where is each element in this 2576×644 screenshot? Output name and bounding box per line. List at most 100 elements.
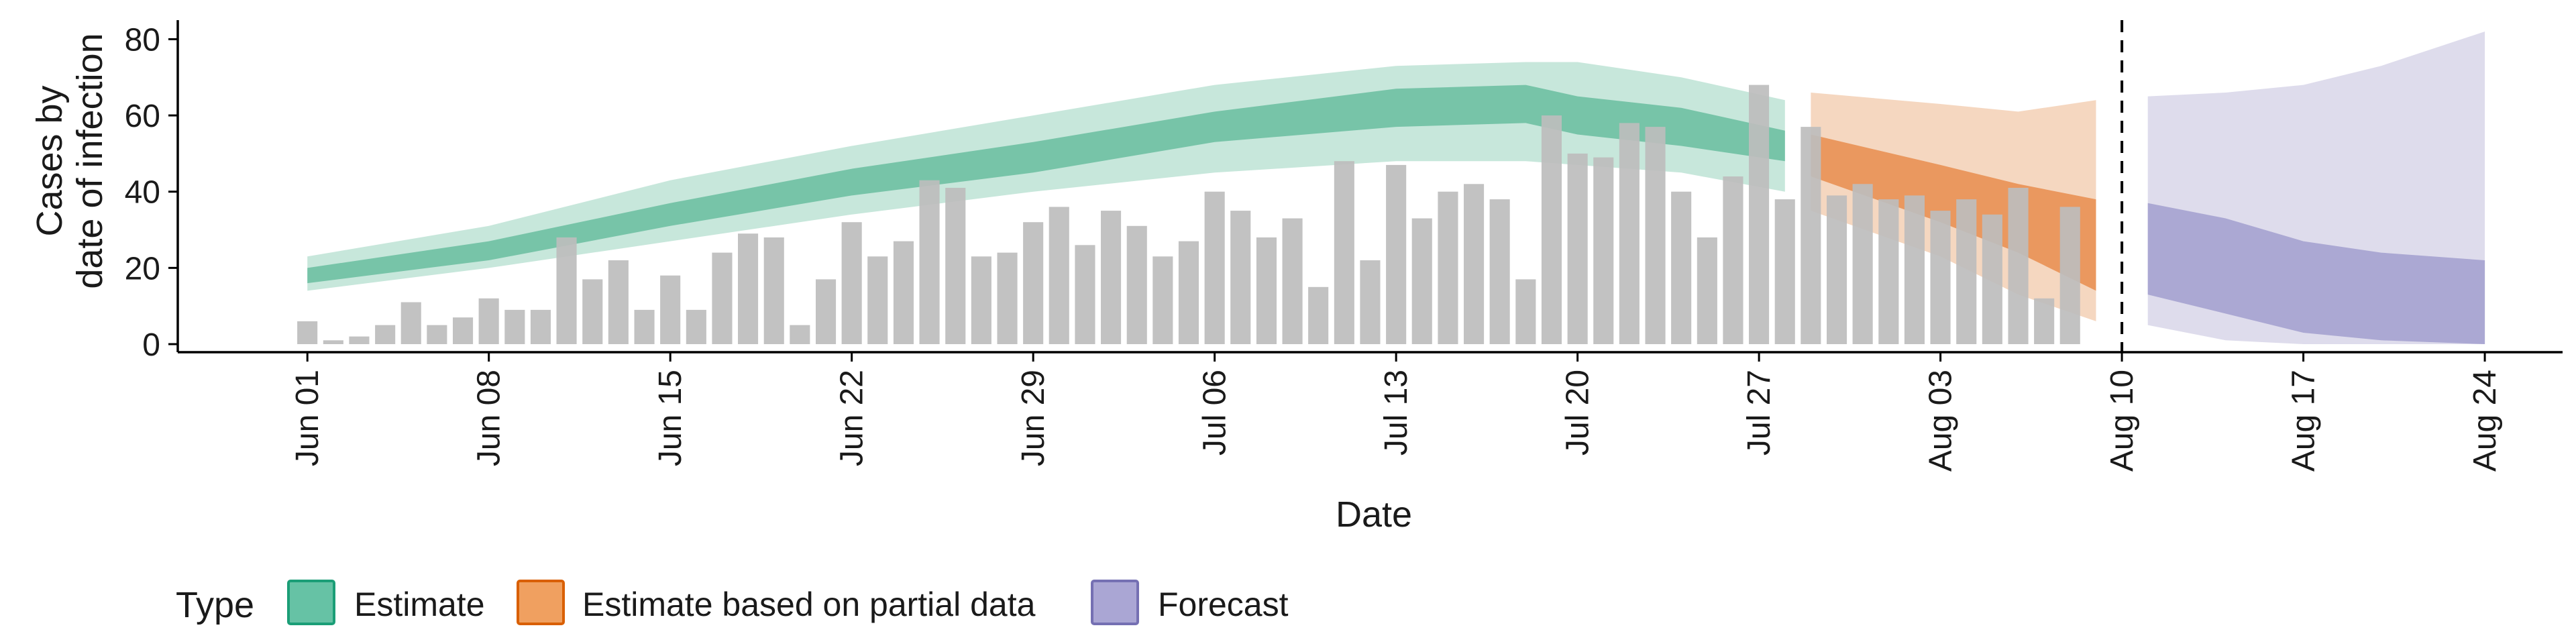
case-bar bbox=[400, 302, 421, 344]
case-bar bbox=[1489, 199, 1510, 344]
case-bar bbox=[1801, 127, 1821, 344]
case-bar bbox=[478, 298, 499, 344]
x-tick-label: Aug 03 bbox=[1923, 370, 1959, 472]
case-bar bbox=[1334, 161, 1354, 344]
case-bar bbox=[1723, 176, 1743, 344]
case-bar bbox=[1827, 195, 1847, 344]
case-bar bbox=[763, 237, 784, 344]
x-tick-label: Jul 27 bbox=[1741, 370, 1777, 455]
case-bar bbox=[1515, 279, 1536, 344]
y-axis-title-line-2: date of infection bbox=[70, 33, 110, 288]
x-tick-label: Aug 10 bbox=[2104, 370, 2140, 472]
case-bar bbox=[1152, 256, 1173, 344]
case-bar bbox=[919, 180, 940, 344]
y-tick-label: 60 bbox=[125, 99, 160, 134]
reported-cases-bars bbox=[297, 85, 2080, 344]
y-axis-title-line-1: Cases by bbox=[30, 85, 70, 236]
case-bar bbox=[1541, 115, 1562, 344]
case-bar bbox=[349, 336, 370, 344]
case-bar bbox=[375, 325, 396, 344]
y-tick-label: 20 bbox=[125, 251, 160, 286]
estimate-inner-band bbox=[307, 85, 1785, 284]
axes: 0 20 40 60 80 Jun 01 Jun 08 Jun 15 Jun 22 Jun 29 J… bbox=[125, 20, 2563, 472]
x-tick-label: Aug 17 bbox=[2286, 370, 2322, 472]
case-bar bbox=[841, 222, 862, 344]
x-axis-title: Date bbox=[1336, 494, 1412, 535]
case-bar bbox=[1878, 199, 1899, 344]
x-tick-label: Jun 08 bbox=[472, 370, 507, 466]
case-bar bbox=[556, 237, 577, 344]
case-bar bbox=[2034, 298, 2055, 344]
case-bar bbox=[893, 241, 914, 344]
case-bar bbox=[1982, 214, 2002, 344]
case-bar bbox=[1464, 184, 1485, 344]
case-bar bbox=[1386, 164, 1407, 344]
legend-label-partial: Estimate based on partial data bbox=[582, 586, 1036, 623]
case-bar bbox=[1697, 237, 1717, 344]
legend-title: Type bbox=[176, 585, 254, 625]
case-bar bbox=[1749, 85, 1770, 344]
case-bar bbox=[1438, 191, 1458, 344]
case-bar bbox=[971, 256, 991, 344]
x-tick-label: Aug 24 bbox=[2467, 370, 2503, 472]
case-bar bbox=[1567, 153, 1588, 344]
case-bar bbox=[1956, 199, 1977, 344]
case-bar bbox=[634, 309, 655, 344]
case-bar bbox=[1411, 218, 1432, 344]
x-tick-label: Jun 29 bbox=[1016, 370, 1051, 466]
case-bar bbox=[582, 279, 603, 344]
case-bar bbox=[453, 317, 474, 344]
legend-swatch-partial bbox=[517, 580, 565, 625]
case-bar bbox=[1049, 207, 1069, 344]
forecast-inner-band bbox=[2147, 203, 2485, 344]
case-bar bbox=[1308, 286, 1329, 344]
case-bar bbox=[1075, 245, 1095, 344]
case-bar bbox=[608, 260, 629, 344]
case-bar bbox=[686, 309, 706, 344]
legend-label-estimate: Estimate bbox=[354, 586, 485, 623]
x-tick-label: Jul 06 bbox=[1197, 370, 1233, 455]
case-bar bbox=[2059, 207, 2080, 344]
y-tick-label: 40 bbox=[125, 175, 160, 211]
case-bar bbox=[1593, 157, 1614, 344]
case-bar bbox=[1178, 241, 1199, 344]
case-bar bbox=[660, 275, 681, 344]
x-tick-label: Jun 01 bbox=[290, 370, 325, 466]
case-bar bbox=[790, 325, 810, 344]
legend-label-forecast: Forecast bbox=[1158, 586, 1289, 623]
case-bar bbox=[1023, 222, 1044, 344]
case-bar bbox=[323, 340, 343, 344]
case-bar bbox=[530, 309, 551, 344]
case-bar bbox=[1645, 127, 1666, 344]
x-tick-label: Jul 13 bbox=[1379, 370, 1414, 455]
case-bar bbox=[867, 256, 888, 344]
case-bar bbox=[1774, 199, 1795, 344]
case-bar bbox=[945, 188, 966, 344]
case-bar bbox=[1671, 191, 1692, 344]
case-bar bbox=[1360, 260, 1381, 344]
case-bar bbox=[504, 309, 525, 344]
legend: Type Estimate Estimate based on partial … bbox=[176, 580, 1289, 625]
case-bar bbox=[816, 279, 837, 344]
case-bar bbox=[427, 325, 447, 344]
y-axis-title: Cases by date of infection bbox=[30, 33, 110, 288]
case-bar bbox=[1619, 123, 1640, 344]
x-tick-label: Jul 20 bbox=[1560, 370, 1596, 455]
legend-swatch-estimate bbox=[287, 580, 335, 625]
case-bar bbox=[1256, 237, 1277, 344]
x-tick-label: Jun 22 bbox=[835, 370, 870, 466]
case-bar bbox=[1852, 184, 1873, 344]
case-bar bbox=[2008, 188, 2029, 344]
y-tick-label: 80 bbox=[125, 22, 160, 58]
case-bar bbox=[1282, 218, 1303, 344]
y-tick-label: 0 bbox=[142, 327, 160, 363]
case-bar bbox=[1204, 191, 1225, 344]
case-bar bbox=[1904, 195, 1925, 344]
case-bar bbox=[712, 252, 733, 344]
x-tick-label: Jun 15 bbox=[653, 370, 688, 466]
legend-swatch-forecast bbox=[1091, 580, 1139, 625]
case-bar bbox=[1101, 211, 1122, 344]
case-bar bbox=[997, 252, 1018, 344]
case-bar bbox=[1930, 211, 1951, 344]
